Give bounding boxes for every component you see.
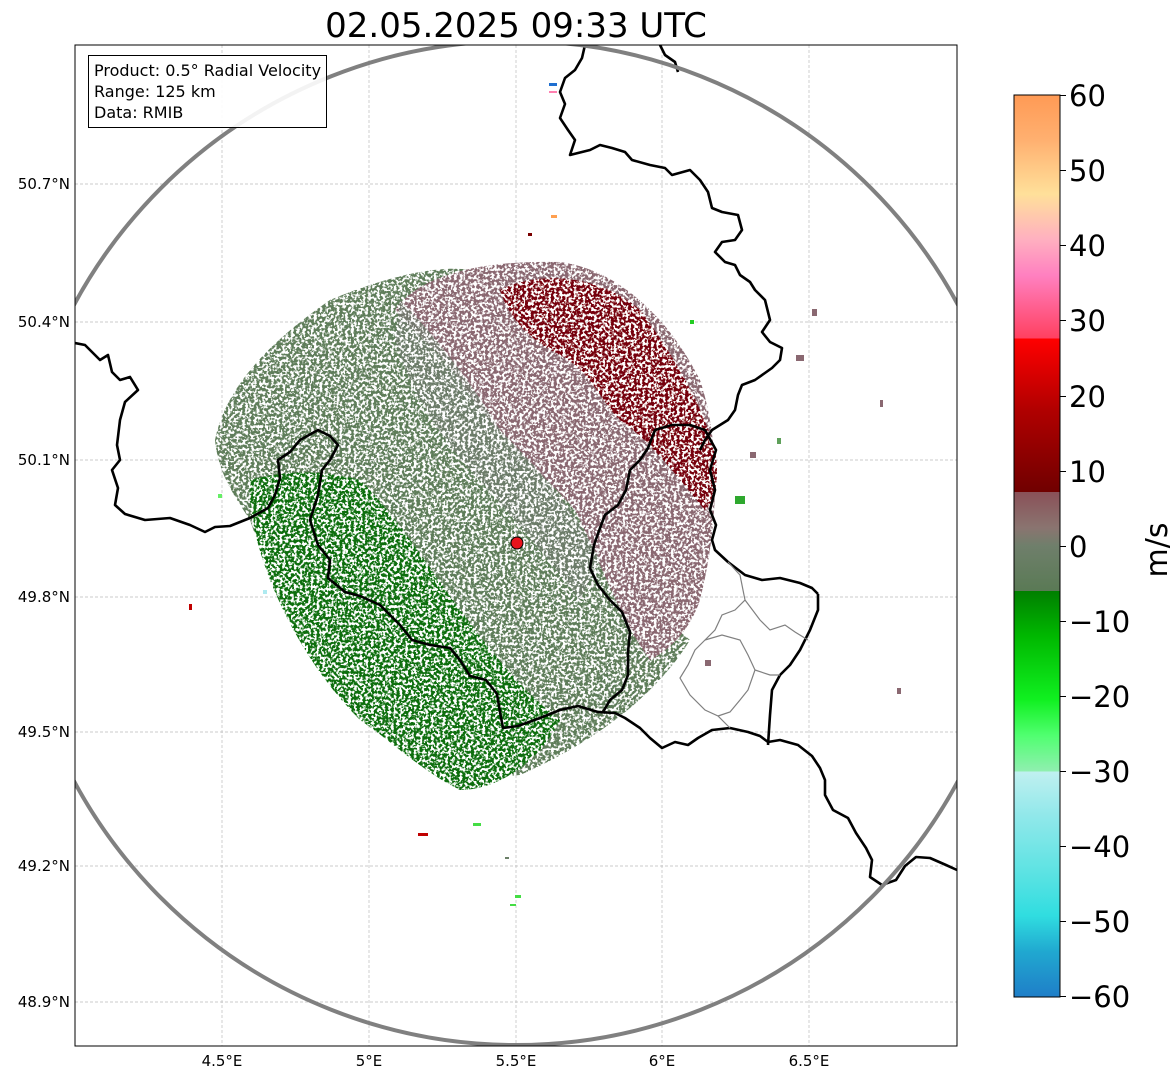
colorbar-tick-label: 40 — [1069, 229, 1106, 263]
lon-tick-label: 5.5°E — [495, 1052, 537, 1070]
lon-tick-label: 4.5°E — [201, 1052, 243, 1070]
colorbar-tick-label: 20 — [1069, 380, 1106, 414]
info-product: Product: 0.5° Radial Velocity — [94, 61, 322, 80]
colorbar-tickmark — [1060, 320, 1066, 321]
lat-tick-label: 49.2°N — [17, 857, 70, 875]
colorbar-label: m/s — [1140, 522, 1171, 578]
colorbar-tick-label: −10 — [1069, 605, 1131, 639]
stray-echoes — [189, 83, 901, 906]
colorbar-tickmark — [1060, 546, 1066, 547]
radar-site-marker[interactable] — [510, 536, 524, 550]
colorbar-tick-label: 10 — [1069, 455, 1106, 489]
lat-tick-label: 49.5°N — [17, 723, 70, 741]
colorbar-tick-label: 0 — [1069, 530, 1088, 564]
lat-tick-label: 50.7°N — [17, 175, 70, 193]
colorbar — [1013, 94, 1061, 998]
near-zero-band — [395, 300, 600, 600]
info-box: Product: 0.5° Radial Velocity Range: 125… — [88, 55, 328, 128]
colorbar-tick-label: −30 — [1069, 755, 1131, 789]
colorbar-tickmark — [1060, 170, 1066, 171]
colorbar-tickmark — [1060, 471, 1066, 472]
colorbar-tick-label: 50 — [1069, 154, 1106, 188]
colorbar-tickmark — [1060, 996, 1066, 997]
info-data: Data: RMIB — [94, 103, 184, 122]
map-title: 02.05.2025 09:33 UTC — [325, 6, 707, 46]
colorbar-tick-label: −20 — [1069, 680, 1131, 714]
velocity-echoes — [215, 261, 717, 790]
colorbar-tickmark — [1060, 621, 1066, 622]
colorbar-tickmark — [1060, 771, 1066, 772]
colorbar-tickmark — [1060, 95, 1066, 96]
colorbar-tick-label: 60 — [1069, 79, 1106, 113]
colorbar-tick-label: −50 — [1069, 905, 1131, 939]
colorbar-tickmark — [1060, 846, 1066, 847]
colorbar-tick-label: −40 — [1069, 830, 1131, 864]
lat-tick-label: 50.4°N — [17, 313, 70, 331]
lon-tick-label: 6.5°E — [788, 1052, 830, 1070]
map-border — [74, 44, 958, 1047]
info-range: Range: 125 km — [94, 82, 216, 101]
colorbar-tickmark — [1060, 696, 1066, 697]
colorbar-tickmark — [1060, 396, 1066, 397]
regional-borders — [679, 561, 809, 729]
country-borders — [75, 45, 957, 887]
outbound-strong-region — [500, 278, 717, 510]
lat-tick-label: 48.9°N — [17, 993, 70, 1011]
lon-tick-label: 6°E — [648, 1052, 676, 1070]
colorbar-tick-label: −60 — [1069, 980, 1131, 1014]
lon-tick-label: 5°E — [355, 1052, 383, 1070]
range-ring — [75, 45, 957, 1046]
lat-tick-label: 50.1°N — [17, 451, 70, 469]
colorbar-tickmark — [1060, 921, 1066, 922]
colorbar-tick-label: 30 — [1069, 304, 1106, 338]
lat-tick-label: 49.8°N — [17, 588, 70, 606]
colorbar-tickmark — [1060, 245, 1066, 246]
